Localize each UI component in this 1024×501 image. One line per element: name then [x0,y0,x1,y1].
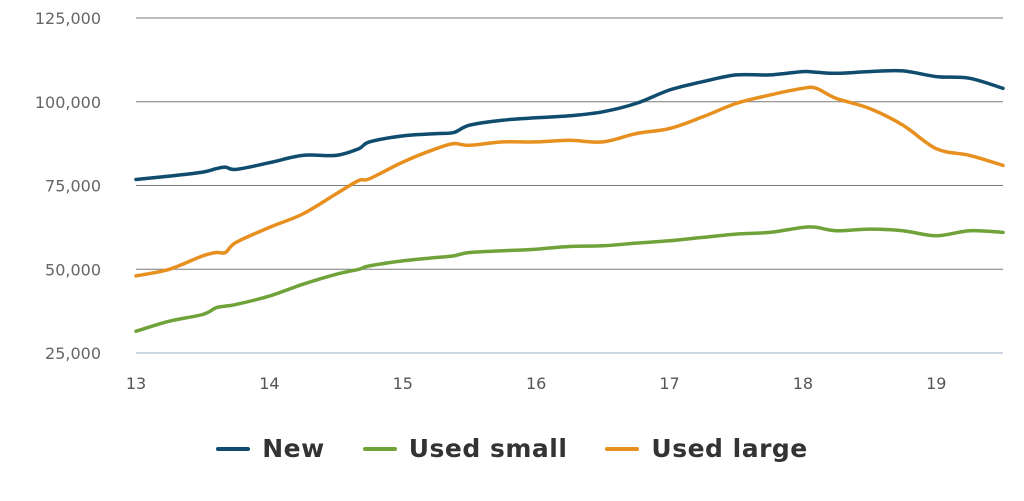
y-tick-label: 125,000 [35,9,101,28]
x-tick-label: 14 [259,374,279,393]
series-line-used-small [134,225,1005,333]
y-tick-label: 100,000 [35,93,101,112]
series-lines [134,68,1005,333]
x-tick-label: 16 [526,374,546,393]
y-axis-tick-labels: 25,000 50,000 75,000 100,000 125,000 [35,9,101,363]
legend-item-used-large: Used large [605,434,807,463]
legend-swatch-used-small [362,446,397,451]
x-tick-label: 18 [793,374,813,393]
legend-item-used-small: Used small [362,434,568,463]
x-tick-label: 17 [659,374,679,393]
legend-label-used-small: Used small [408,434,568,463]
legend-item-new: New [216,434,324,463]
series-line-new [134,68,1005,182]
x-tick-label: 19 [926,374,946,393]
legend: New Used small Used large [0,434,1024,463]
legend-label-new: New [262,434,325,463]
gridlines [136,17,1003,354]
legend-swatch-new [216,446,251,451]
y-tick-label: 50,000 [45,260,101,279]
legend-label-used-large: Used large [651,434,808,463]
x-tick-label: 15 [393,374,413,393]
y-tick-label: 25,000 [45,344,101,363]
series-line-used-large [134,85,1005,278]
x-axis-tick-labels: 13 14 15 16 17 18 19 [126,374,947,393]
legend-swatch-used-large [605,446,640,451]
x-tick-label: 13 [126,374,146,393]
y-tick-label: 75,000 [45,177,101,196]
